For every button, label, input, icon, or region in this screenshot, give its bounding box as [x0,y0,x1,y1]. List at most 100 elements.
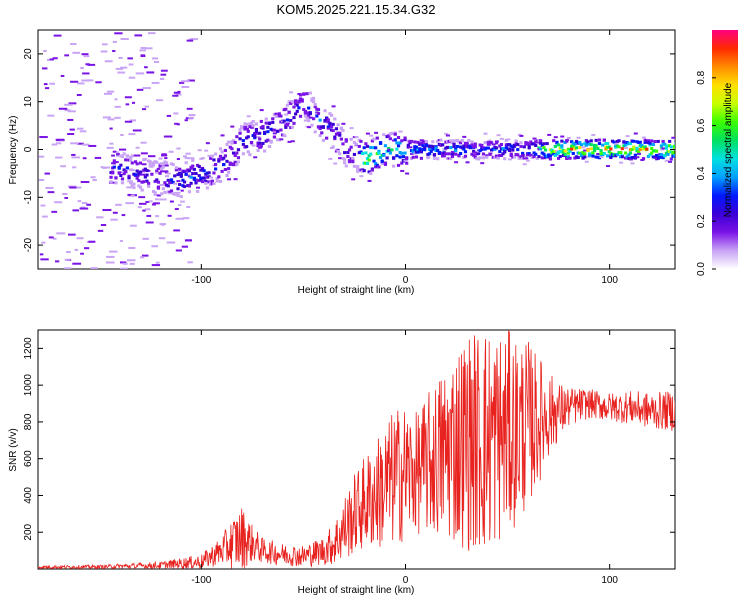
spectrogram-cell [43,83,48,86]
spectrogram-cell [318,118,322,122]
spectrogram-cell [160,162,164,166]
spectrogram-cell [118,56,123,59]
spectrogram-cell [609,156,613,160]
spectrogram-cell [664,146,668,150]
spectrogram-cell [359,175,364,178]
spectrogram-cell [124,170,128,174]
spectrogram-cell [570,147,574,151]
spectrogram-cell [401,155,406,159]
spectrogram-cell [458,145,463,149]
spectrogram-cell [532,151,536,155]
spectrogram-cell [581,146,586,149]
spectrogram-cell [602,152,606,156]
spectrogram-cell [550,151,554,155]
spectrogram-cell [365,162,370,166]
spectrogram-cell [645,147,649,151]
spectrogram-cell [264,117,268,121]
spectrogram-cell [112,40,117,43]
spectrogram-cell [251,124,255,128]
spectrogram-cell [374,146,378,150]
spectrogram-cell [256,144,260,148]
spectrogram-cell [542,145,546,149]
spectrogram-cell [329,113,334,117]
spectrogram-cell [127,158,131,162]
spectrogram-cell [539,139,543,143]
spectrogram-cell [419,150,423,154]
spectrogram-cell [303,119,308,122]
spectrogram-cell [494,146,499,150]
spectrogram-cell [69,186,77,189]
spectrogram-cell [164,175,169,178]
spectrogram-cell [465,142,469,146]
spectrogram-cell [160,167,164,171]
spectrogram-cell [339,137,343,141]
spectrogram-cell [537,139,541,143]
spectrogram-cell [161,162,165,166]
spectrogram-cell [519,134,524,137]
spectrogram-cell [437,150,441,154]
spectrogram-cell [346,150,350,154]
spectrogram-cell [129,224,137,227]
spectrogram-cell [501,147,505,151]
spectrogram-cell [641,147,646,151]
spectrogram-cell [496,156,500,160]
spectrogram-cell [344,138,348,142]
spectrogram-cell [295,103,299,107]
spectrogram-cell [119,261,127,264]
spectrogram-cell [248,153,252,157]
spectrogram-cell [68,102,77,105]
spectrogram-cell [460,146,464,150]
spectrogram-cell [134,34,143,37]
spectrogram-cell [555,150,560,153]
spectrogram-cell [514,141,518,145]
spectrogram-cell [584,160,589,163]
spectrogram-cell [566,136,571,139]
spectrogram-cell [186,107,193,110]
spectrogram-cell [176,158,180,161]
spectrogram-cell [367,179,372,182]
spectrogram-cell [485,146,489,150]
spectrogram-cell [127,57,133,60]
spectrogram-cell [555,141,559,145]
spectrogram-cell [140,54,146,57]
spectrogram-cell [573,156,577,160]
spectrogram-cell [267,121,272,125]
spectrogram-cell [188,116,195,119]
spectrogram-cell [88,144,97,147]
spectrogram-cell [313,130,317,134]
spectrogram-cell [491,155,495,159]
spectrogram-cell [161,165,165,169]
spectrogram-cell [648,153,652,157]
spectrogram-cell [434,146,438,150]
spectrogram-cell [236,160,241,164]
spectrogram-cell [321,125,325,129]
spectrogram-cell [588,153,592,157]
spectrogram-cell [475,152,479,156]
spectrogram-cell [436,157,440,161]
spectrogram-cell [139,49,146,52]
spectrogram-cell [383,144,388,148]
spectrogram-cell [310,123,314,127]
spectrogram-cell [481,156,486,160]
spectrogram-cell [527,152,531,156]
spectrogram-cell [493,145,497,149]
spectrogram-cell [553,136,558,139]
spectrogram-cell [423,141,427,145]
spectrogram-cell [118,148,127,151]
spectrogram-cell [124,120,133,123]
spectrogram-cell [524,141,528,145]
spectrogram-cell [269,140,273,144]
spectrogram-cell [409,156,414,160]
spectrogram-cell [529,140,533,144]
spectrogram-cell [387,146,391,150]
spectrogram-cell [127,176,131,180]
spectrogram-cell [630,147,634,151]
spectrogram-cell [210,180,214,184]
spectrogram-cell [130,183,134,187]
spectrogram-cell [120,177,125,181]
spectrogram-cell [67,233,76,236]
spectrogram-cell [311,96,316,100]
spectrogram-cell [599,156,604,159]
spectrogram-cell [131,101,136,104]
spectrogram-cell [266,138,270,142]
